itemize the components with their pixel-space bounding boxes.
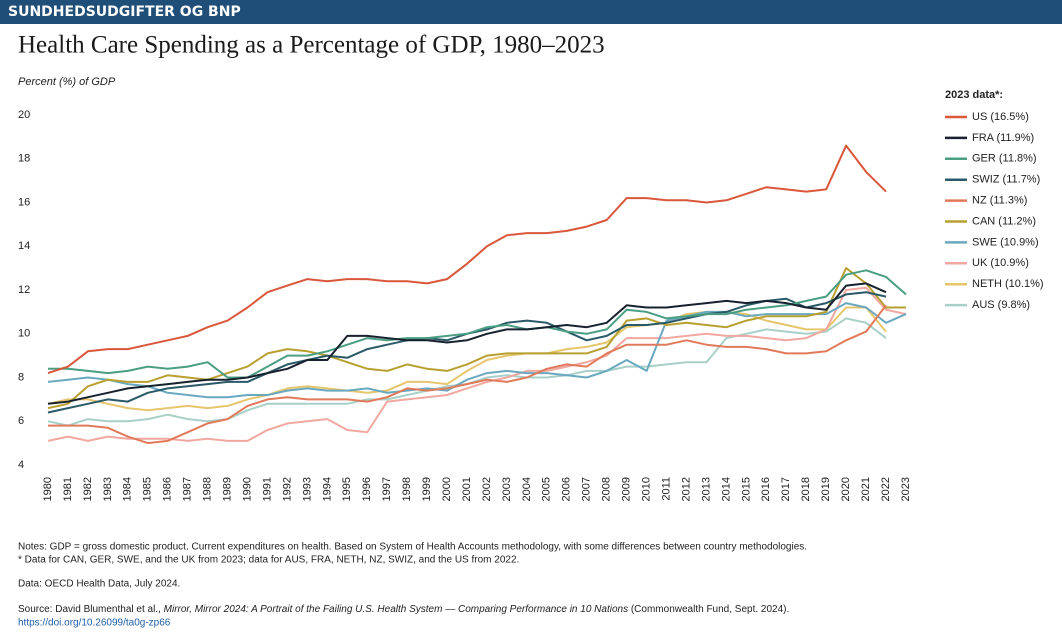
legend-label: US (16.5%) [972,111,1029,123]
source: Source: David Blumenthal et al., Mirror,… [18,604,789,615]
x-tick-label: 1997 [381,477,393,501]
series-line [47,302,907,399]
x-tick-label: 2019 [820,477,832,501]
x-tick-label: 2008 [601,477,613,501]
x-tick-label: 1998 [401,477,413,501]
x-tick-label: 1983 [102,477,114,501]
legend-label: GER (11.8%) [972,153,1037,165]
y-tick-label: 10 [18,328,30,340]
series-line [47,286,907,442]
source-part: (Commonwealth Fund, Sept. 2024). [628,604,789,615]
x-tick-label: 1980 [42,477,54,501]
note: Notes: GDP = gross domestic product. Cur… [18,542,807,553]
x-tick-label: 2011 [660,477,672,501]
y-tick-label: 20 [18,109,30,121]
x-tick-label: 1992 [281,477,293,501]
header-bar [0,0,1062,24]
note: * Data for CAN, GER, SWE, and the UK fro… [18,555,519,566]
x-tick-label: 1987 [182,477,194,501]
series-line [47,282,887,405]
x-tick-label: 2015 [740,477,752,501]
x-tick-label: 1982 [82,477,94,501]
y-axis-label: Percent (%) of GDP [18,76,116,88]
source-title: Mirror, Mirror 2024: A Portrait of the F… [164,604,628,615]
x-tick-label: 2018 [800,477,812,501]
x-tick-label: 1990 [241,477,253,501]
x-tick-label: 1995 [341,477,353,501]
x-tick-label: 1984 [122,477,134,501]
chart-title: Health Care Spending as a Percentage of … [18,32,605,59]
legend-label: CAN (11.2%) [972,215,1036,227]
x-tick-label: 2021 [860,477,872,501]
x-tick-label: 1989 [221,477,233,501]
legend-label: NZ (11.3%) [972,195,1027,207]
x-tick-label: 1991 [261,477,273,501]
data-source: Data: OECD Health Data, July 2024. [18,579,180,590]
doi-link[interactable]: https://doi.org/10.26099/ta0g-zp66 [18,618,171,629]
legend-label: AUS (9.8%) [972,299,1030,311]
legend-label: SWE (10.9%) [972,236,1039,248]
x-tick-label: 1996 [361,477,373,501]
x-tick-label: 2000 [441,477,453,501]
legend-label: NETH (10.1%) [972,278,1044,290]
y-tick-label: 4 [18,459,24,471]
x-tick-label: 2012 [680,477,692,501]
source-part: Source: David Blumenthal et al., [18,604,164,615]
x-tick-label: 1994 [321,477,333,501]
y-tick-label: 16 [18,196,30,208]
series-line [47,306,887,412]
x-tick-label: 2004 [521,477,533,501]
x-tick-label: 2007 [581,477,593,501]
series-line [48,304,887,445]
series-line [47,267,906,410]
x-tick-label: 2017 [780,477,792,501]
y-tick-label: 14 [18,240,30,252]
y-tick-label: 18 [18,153,30,165]
x-tick-label: 2005 [541,477,553,501]
legend-title: 2023 data*: [945,89,1003,101]
x-tick-label: 1999 [421,477,433,501]
x-tick-label: 2023 [900,477,912,501]
x-tick-label: 2014 [720,477,732,501]
legend-label: UK (10.9%) [972,257,1029,269]
header: SUNDHEDSUDGIFTER OG BNP [8,4,241,20]
legend-label: FRA (11.9%) [972,132,1034,144]
x-tick-label: 1986 [162,477,174,501]
y-tick-label: 6 [18,415,24,427]
x-tick-label: 2002 [481,477,493,501]
x-tick-label: 1985 [142,477,154,501]
x-tick-label: 2013 [700,477,712,501]
x-tick-label: 1988 [202,477,214,501]
series-line [47,144,887,375]
x-tick-label: 2022 [880,477,892,501]
x-tick-label: 2020 [840,477,852,501]
x-tick-label: 1981 [62,477,74,501]
legend-label: SWIZ (11.7%) [972,174,1040,186]
y-tick-label: 12 [18,284,30,296]
y-tick-label: 8 [18,371,24,383]
series-line [48,269,907,379]
x-tick-label: 2016 [760,477,772,501]
x-tick-label: 2001 [461,477,473,501]
x-tick-label: 2003 [501,477,513,501]
x-tick-label: 2010 [641,477,653,501]
x-tick-label: 1993 [301,477,313,501]
x-tick-label: 2006 [561,477,573,501]
x-tick-label: 2009 [621,477,633,501]
